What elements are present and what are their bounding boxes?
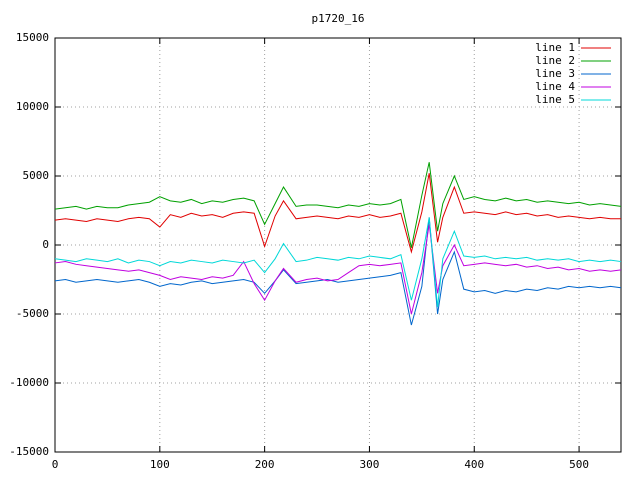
y-tick-label: 10000 bbox=[16, 100, 49, 113]
x-tick-label: 500 bbox=[569, 458, 589, 471]
data-line bbox=[54, 217, 622, 308]
chart-title: p1720_16 bbox=[312, 12, 365, 25]
y-tick-label: -15000 bbox=[9, 445, 49, 458]
plot-frame bbox=[54, 37, 622, 453]
x-tick-label: 200 bbox=[255, 458, 275, 471]
legend-label: line 5 bbox=[535, 93, 575, 106]
y-tick-label: 15000 bbox=[16, 31, 49, 44]
data-line bbox=[54, 162, 622, 248]
legend-label: line 2 bbox=[535, 54, 575, 67]
data-line bbox=[54, 217, 622, 326]
x-tick-label: 300 bbox=[360, 458, 380, 471]
legend-label: line 4 bbox=[535, 80, 575, 93]
legend-label: line 3 bbox=[535, 67, 575, 80]
y-tick-label: 0 bbox=[42, 238, 49, 251]
data-line bbox=[54, 173, 621, 254]
x-tick-label: 400 bbox=[464, 458, 484, 471]
legend-label: line 1 bbox=[535, 41, 575, 54]
x-tick-label: 0 bbox=[52, 458, 59, 471]
y-tick-label: -10000 bbox=[9, 376, 49, 389]
y-tick-label: 5000 bbox=[23, 169, 50, 182]
y-tick-label: -5000 bbox=[16, 307, 49, 320]
data-line bbox=[54, 224, 622, 315]
x-tick-label: 100 bbox=[150, 458, 170, 471]
